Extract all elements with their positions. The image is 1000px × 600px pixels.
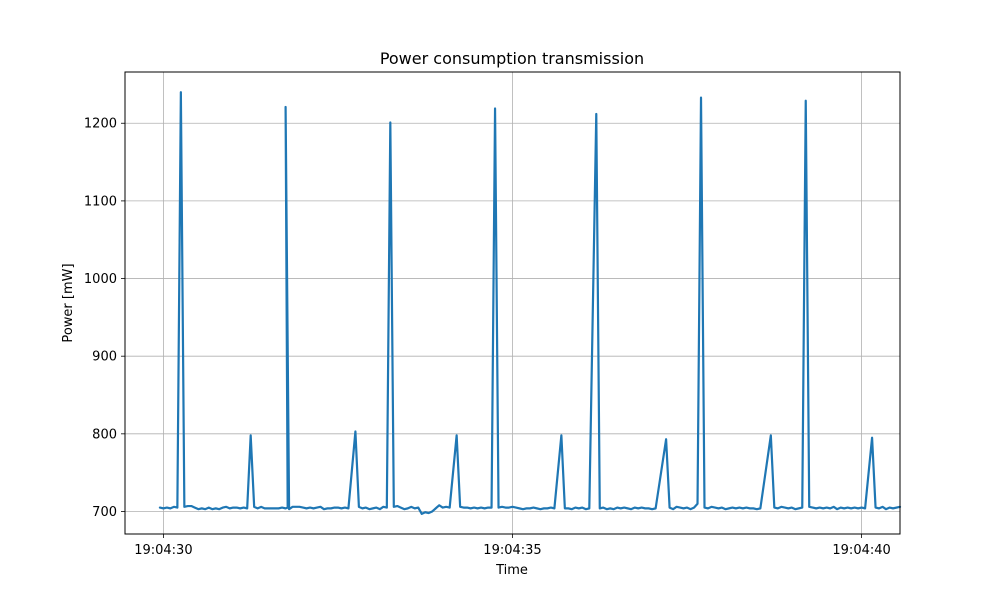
x-tick-label: 19:04:40 <box>832 543 890 558</box>
power-series-line <box>158 91 902 515</box>
chart-title: Power consumption transmission <box>380 49 644 68</box>
x-tick-label: 19:04:30 <box>134 543 192 558</box>
x-tick-label: 19:04:35 <box>483 543 541 558</box>
y-tick-label: 700 <box>92 505 117 520</box>
series-layer <box>158 91 902 515</box>
grid-lines <box>125 72 900 534</box>
y-tick-label: 1200 <box>84 117 117 132</box>
y-tick-label: 1000 <box>84 272 117 287</box>
y-axis-label: Power [mW] <box>61 263 76 342</box>
y-tick-label: 1100 <box>84 194 117 209</box>
tick-layer: 19:04:30 19:04:35 19:04:40 700 800 900 1000 110… <box>84 117 891 558</box>
x-axis-label: Time <box>495 563 528 578</box>
y-tick-label: 800 <box>92 427 117 442</box>
y-tick-label: 900 <box>92 350 117 365</box>
